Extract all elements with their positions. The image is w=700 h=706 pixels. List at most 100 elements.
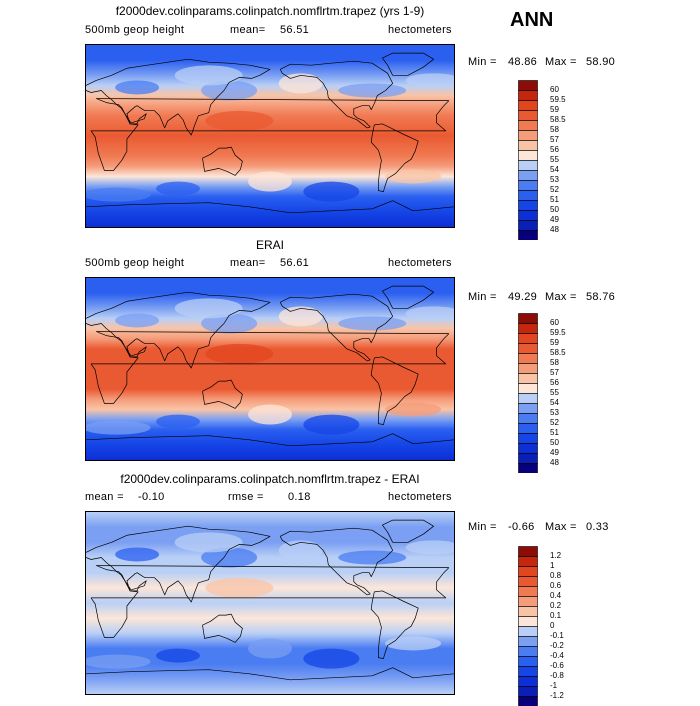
panel-2-max-value: 0.33 — [586, 521, 609, 533]
colorbar-box — [519, 201, 538, 211]
panel-0-min-value: 48.86 — [508, 56, 537, 68]
colorbar-tick-label: 59.5 — [550, 96, 566, 104]
colorbar-box — [519, 577, 538, 587]
panel-1-field — [86, 278, 454, 460]
colorbar-tick-label: 57 — [550, 136, 559, 144]
colorbar-tick-label: 50 — [550, 439, 559, 447]
colorbar-tick-label: 50 — [550, 206, 559, 214]
colorbar-tick-label: 1.2 — [550, 552, 561, 560]
colorbar-tick-label: 53 — [550, 176, 559, 184]
colorbar-box — [519, 627, 538, 637]
colorbar-tick-label: 49 — [550, 449, 559, 457]
field-anomaly — [385, 636, 441, 650]
colorbar-box — [519, 384, 538, 394]
colorbar-boxes — [518, 546, 538, 706]
colorbar-tick-label: -0.4 — [550, 652, 564, 660]
colorbar-tick-label: 56 — [550, 379, 559, 387]
field-anomaly — [205, 578, 273, 598]
colorbar-box — [519, 151, 538, 161]
colorbar-box — [519, 344, 538, 354]
colorbar-box — [519, 314, 538, 324]
panel-1-max-value: 58.76 — [586, 291, 615, 303]
colorbar-box — [519, 637, 538, 647]
field-anomaly — [156, 415, 200, 429]
colorbar-tick-label: 59.5 — [550, 329, 566, 337]
colorbar-box — [519, 557, 538, 567]
colorbar-tick-label: 51 — [550, 196, 559, 204]
colorbar-tick-label: -0.8 — [550, 672, 564, 680]
colorbar-tick-label: 59 — [550, 106, 559, 114]
colorbar-box — [519, 101, 538, 111]
colorbar-box — [519, 547, 538, 557]
field-anomaly — [385, 402, 441, 416]
field-anomaly — [115, 80, 159, 94]
panel-2-field — [86, 512, 454, 694]
field-anomaly — [279, 306, 323, 326]
colorbar-box — [519, 667, 538, 677]
panel-0-max-value: 58.90 — [586, 56, 615, 68]
field-anomaly — [205, 344, 273, 364]
colorbar-box — [519, 697, 538, 706]
colorbar-box — [519, 334, 538, 344]
panel-0-mean-value: 56.51 — [280, 24, 309, 36]
colorbar-tick-label: 57 — [550, 369, 559, 377]
colorbar-tick-label: 58.5 — [550, 116, 566, 124]
panel-0-mean-label: mean= — [230, 24, 265, 36]
colorbar-tick-label: 48 — [550, 459, 559, 467]
panel-1-units: hectometers — [388, 257, 452, 269]
colorbar-box — [519, 607, 538, 617]
panel-0-title: f2000dev.colinparams.colinpatch.nomflrtm… — [100, 4, 440, 18]
colorbar-boxes — [518, 80, 538, 240]
field-anomaly — [303, 415, 359, 435]
colorbar-box — [519, 211, 538, 221]
colorbar-tick-label: 0 — [550, 622, 554, 630]
colorbar-tick-label: 55 — [550, 156, 559, 164]
colorbar-box — [519, 221, 538, 231]
colorbar-box — [519, 354, 538, 364]
colorbar-box — [519, 121, 538, 131]
panel-1-mean-value: 56.61 — [280, 257, 309, 269]
panel-0-map — [85, 44, 455, 228]
colorbar-tick-label: 52 — [550, 419, 559, 427]
panel-0-units: hectometers — [388, 24, 452, 36]
colorbar-tick-label: 0.8 — [550, 572, 561, 580]
colorbar-tick-label: 52 — [550, 186, 559, 194]
panel-1-title: ERAI — [100, 238, 440, 252]
colorbar-tick-label: 56 — [550, 146, 559, 154]
panel-1-mean-label: mean= — [230, 257, 265, 269]
panel-2-title: f2000dev.colinparams.colinpatch.nomflrtm… — [100, 472, 440, 486]
colorbar-tick-label: 0.4 — [550, 592, 561, 600]
panel-2-map — [85, 511, 455, 695]
field-anomaly — [115, 547, 159, 561]
panel-2-min-value: -0.66 — [508, 521, 535, 533]
field-anomaly — [248, 172, 292, 192]
colorbar-tick-label: 58.5 — [550, 349, 566, 357]
colorbar-box — [519, 424, 538, 434]
colorbar-box — [519, 657, 538, 667]
colorbar-box — [519, 191, 538, 201]
colorbar-tick-label: 0.1 — [550, 612, 561, 620]
colorbar-box — [519, 394, 538, 404]
colorbar-box — [519, 687, 538, 697]
colorbar-tick-label: 49 — [550, 216, 559, 224]
colorbar-box — [519, 677, 538, 687]
panel-1-min-value: 49.29 — [508, 291, 537, 303]
colorbar-tick-label: -1.2 — [550, 692, 564, 700]
panel-1-min-label: Min = — [468, 291, 497, 303]
season-label: ANN — [510, 9, 553, 32]
colorbar-box — [519, 444, 538, 454]
field-anomaly — [115, 313, 159, 327]
colorbar-tick-label: 60 — [550, 319, 559, 327]
colorbar-box — [519, 647, 538, 657]
colorbar-box — [519, 454, 538, 464]
field-anomaly — [175, 298, 243, 318]
colorbar-tick-label: 58 — [550, 126, 559, 134]
field-band — [86, 278, 454, 460]
colorbar-box — [519, 404, 538, 414]
colorbar-tick-label: 51 — [550, 429, 559, 437]
colorbar-tick-label: -1 — [550, 682, 557, 690]
colorbar-tick-label: 0.6 — [550, 582, 561, 590]
field-anomaly — [385, 169, 441, 183]
